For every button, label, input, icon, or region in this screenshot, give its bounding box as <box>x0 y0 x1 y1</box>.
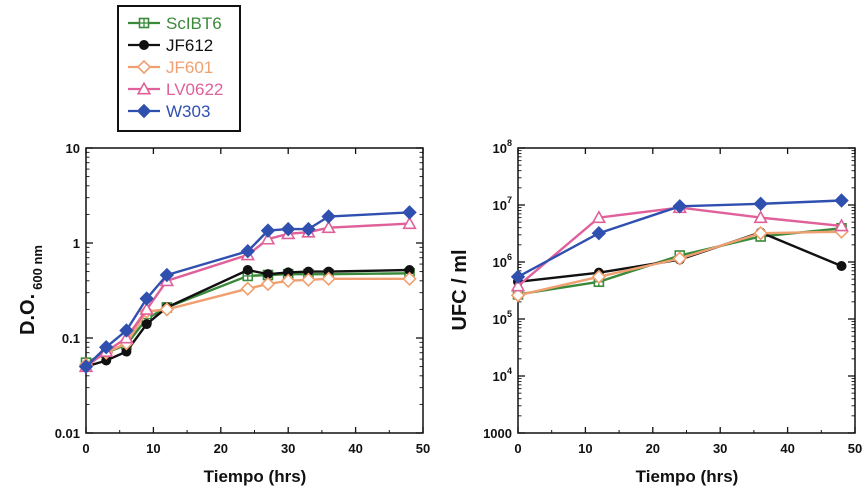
marker-diamond <box>136 59 152 75</box>
plot-frame <box>517 147 856 434</box>
y-tick-label: 106 <box>493 252 512 270</box>
marker-diamond <box>78 359 94 374</box>
legend-item: JF601 <box>128 58 213 77</box>
y-tick-label: 104 <box>493 366 512 384</box>
y-tick-label: 0.1 <box>62 331 80 346</box>
marker-diamond <box>280 221 296 237</box>
marker-diamond <box>591 269 607 285</box>
x-tick-label: 10 <box>146 441 160 456</box>
axis-ticks: 0 10 20 30 40 50 0.01 0.1 1 10 <box>55 141 431 456</box>
marker-triangle <box>510 278 526 292</box>
series-jf612 <box>81 264 415 372</box>
marker-triangle <box>139 301 154 315</box>
marker-triangle <box>753 210 768 224</box>
y-tick-label: 0.01 <box>55 426 80 441</box>
marker-diamond <box>136 103 152 119</box>
marker-diamond <box>510 269 526 285</box>
marker-diamond <box>260 223 276 238</box>
marker-diamond <box>753 226 768 241</box>
marker-diamond <box>240 281 255 296</box>
series-jf601 <box>510 224 849 303</box>
series-jf601 <box>78 271 417 373</box>
x-tick-label: 50 <box>848 441 862 456</box>
x-tick-label: 40 <box>780 441 794 456</box>
x-tick-label: 40 <box>348 441 362 456</box>
marker-square-plus <box>138 17 150 29</box>
chart-optical-density: 0 10 20 30 40 50 0.01 0.1 1 10 D.O. 600 nm Tiempo … <box>17 141 430 486</box>
y-axis-title: D.O. 600 nm <box>17 245 45 335</box>
marker-triangle <box>402 216 417 230</box>
marker-diamond <box>240 243 255 259</box>
marker-diamond <box>753 196 768 211</box>
marker-circle <box>242 264 253 275</box>
marker-diamond <box>301 221 316 237</box>
x-axis-title: Tiempo (hrs) <box>636 467 739 486</box>
x-tick-label: 30 <box>281 441 295 456</box>
marker-diamond <box>672 199 687 214</box>
y-tick-label: 1000 <box>483 426 512 441</box>
legend-item: W303 <box>128 102 210 121</box>
y-tick-label: 108 <box>493 138 512 156</box>
series-layer <box>510 193 849 303</box>
marker-diamond <box>591 226 607 241</box>
y-tick-label: 107 <box>493 195 512 213</box>
marker-diamond <box>672 251 687 266</box>
legend-label: JF612 <box>166 36 213 55</box>
y-axis-title-main-text: D.O. <box>17 294 39 335</box>
marker-diamond <box>402 205 417 220</box>
legend-item: LV0622 <box>128 80 223 99</box>
legend-label: LV0622 <box>166 80 223 99</box>
marker-diamond <box>159 267 175 283</box>
legend-label: ScIBT6 <box>166 14 222 33</box>
plot-frame <box>85 147 424 434</box>
x-tick-label: 0 <box>82 441 89 456</box>
series-layer <box>78 205 417 374</box>
marker-diamond <box>834 193 849 208</box>
marker-diamond <box>139 291 154 306</box>
marker-diamond <box>280 273 296 289</box>
marker-circle <box>141 319 152 330</box>
marker-triangle <box>260 231 276 245</box>
y-axis-title-main: D.O. 600 nm <box>17 245 45 335</box>
marker-diamond <box>159 302 175 317</box>
x-tick-label: 30 <box>713 441 727 456</box>
y-tick-label: 105 <box>493 309 512 327</box>
x-tick-label: 20 <box>214 441 228 456</box>
x-axis-title: Tiempo (hrs) <box>204 467 307 486</box>
marker-diamond <box>301 272 316 287</box>
marker-triangle <box>321 220 336 234</box>
marker-diamond <box>402 271 417 286</box>
y-tick-label: 10 <box>66 141 80 156</box>
marker-circle <box>139 40 149 50</box>
marker-diamond <box>321 209 336 224</box>
x-tick-label: 50 <box>416 441 430 456</box>
marker-triangle <box>591 210 607 224</box>
legend-label: W303 <box>166 102 210 121</box>
legend-item: JF612 <box>128 36 213 55</box>
marker-triangle <box>834 218 849 232</box>
marker-triangle <box>136 81 152 95</box>
marker-diamond <box>99 340 114 355</box>
x-tick-label: 0 <box>514 441 521 456</box>
marker-diamond <box>321 271 336 286</box>
y-axis-title-sub-text: 600 nm <box>30 245 45 290</box>
y-axis-title-group: UFC / ml <box>449 249 471 330</box>
series-w303 <box>510 193 849 285</box>
x-tick-label: 20 <box>646 441 660 456</box>
x-tick-label: 10 <box>578 441 592 456</box>
series-w303 <box>78 205 417 374</box>
axis-ticks: 0 10 20 30 40 50 1000 104 105 106 107 108 <box>483 138 862 456</box>
legend-label: JF601 <box>166 58 213 77</box>
y-axis-title: UFC / ml <box>449 249 471 330</box>
marker-diamond <box>119 323 134 338</box>
legend: ScIBT6 JF612 JF601 LV0622 W303 <box>117 5 241 132</box>
marker-circle <box>836 261 847 272</box>
legend-items: ScIBT6 JF612 JF601 LV0622 W303 <box>128 14 223 121</box>
y-tick-label: 1 <box>73 236 80 251</box>
marker-diamond <box>510 288 526 303</box>
legend-item: ScIBT6 <box>128 14 222 33</box>
marker-diamond <box>260 276 276 292</box>
